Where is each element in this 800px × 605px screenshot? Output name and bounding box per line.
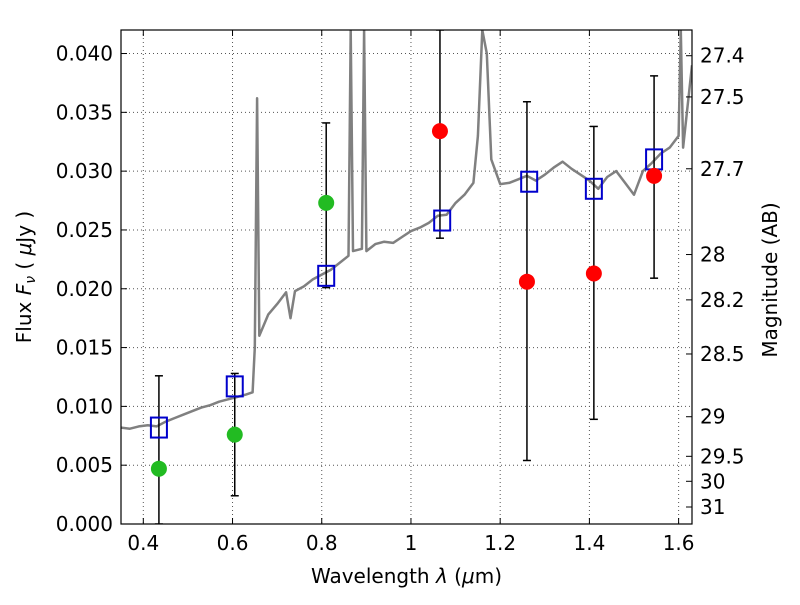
y-tick-label-0: 0.000 <box>56 512 113 536</box>
y2-tick-label-7: 29.5 <box>700 444 745 468</box>
x-axis-title-unit-rest: m) <box>475 564 502 588</box>
y-tick-label-4: 0.020 <box>56 277 113 301</box>
y-axis-title: Flux Fν ( μJy ) <box>12 211 39 343</box>
red-point-3 <box>646 167 663 184</box>
x-tick-label-5: 1.4 <box>573 531 605 555</box>
y2-tick-label-2: 27.7 <box>700 157 745 181</box>
model-marker-3 <box>433 209 452 232</box>
x-tick-label-3: 1 <box>405 531 418 555</box>
y-tick-label-1: 0.005 <box>56 453 113 477</box>
x-tick-label-4: 1.2 <box>484 531 516 555</box>
y-axis-title-symbol: F <box>12 283 36 295</box>
y-axis-title-prefix: Flux <box>12 295 36 343</box>
y2-axis-title: Magnitude (AB) <box>758 202 782 357</box>
y-tick-label-8: 0.040 <box>56 42 113 66</box>
x-axis-title-unit-open: ( <box>448 564 462 588</box>
model-marker-5 <box>584 177 603 200</box>
x-tick-label-6: 1.6 <box>663 531 695 555</box>
spectrum-line <box>121 30 692 430</box>
y2-tick-label-0: 27.4 <box>700 44 745 68</box>
red-point-1 <box>518 273 535 290</box>
plot-frame <box>120 29 693 525</box>
y-tick-label-6: 0.030 <box>56 159 113 183</box>
marker-layer <box>149 123 664 477</box>
green-point-2 <box>318 194 335 211</box>
errorbar-layer <box>154 30 659 524</box>
x-tick-label-2: 0.8 <box>306 531 338 555</box>
x-axis-title: Wavelength λ (μm) <box>311 564 502 588</box>
y2-tick-label-3: 28 <box>700 243 725 267</box>
y2-tick-label-1: 27.5 <box>700 85 745 109</box>
y2-tick-label-6: 29 <box>700 405 725 429</box>
model-marker-0 <box>149 416 168 439</box>
x-axis-title-symbol: λ <box>435 564 448 588</box>
y-tick-label-2: 0.010 <box>56 394 113 418</box>
y2-tick-label-9: 31 <box>700 495 725 519</box>
y-tick-label-5: 0.025 <box>56 218 113 242</box>
y-axis-title-unit-mu: μ <box>12 243 36 257</box>
y-tick-label-7: 0.035 <box>56 100 113 124</box>
model-marker-2 <box>317 264 336 287</box>
y2-tick-label-4: 28.2 <box>700 288 745 312</box>
x-axis-title-unit-mu: μ <box>461 564 475 588</box>
y-axis-title-unit-rest: Jy ) <box>12 211 36 245</box>
spectrum-layer <box>121 30 692 430</box>
green-point-0 <box>150 460 167 477</box>
red-point-2 <box>585 265 602 282</box>
x-tick-label-0: 0.4 <box>127 531 159 555</box>
x-axis-title-prefix: Wavelength <box>311 564 436 588</box>
tick-layer: 0.4 0.6 0.8 1 1.2 1.4 1.6 0.000 0.005 0.010 0.015 0… <box>56 30 745 555</box>
green-point-1 <box>226 426 243 443</box>
y2-tick-label-5: 28.5 <box>700 342 745 366</box>
y2-tick-label-8: 30 <box>700 469 725 493</box>
y-tick-label-3: 0.015 <box>56 336 113 360</box>
y-axis-title-unit-open: ( <box>12 255 36 276</box>
grid-layer <box>121 30 692 525</box>
x-tick-label-1: 0.6 <box>217 531 249 555</box>
model-marker-1 <box>225 375 244 398</box>
model-marker-4 <box>520 170 539 193</box>
y-axis-title-sub: ν <box>23 276 39 284</box>
red-point-0 <box>431 123 448 140</box>
